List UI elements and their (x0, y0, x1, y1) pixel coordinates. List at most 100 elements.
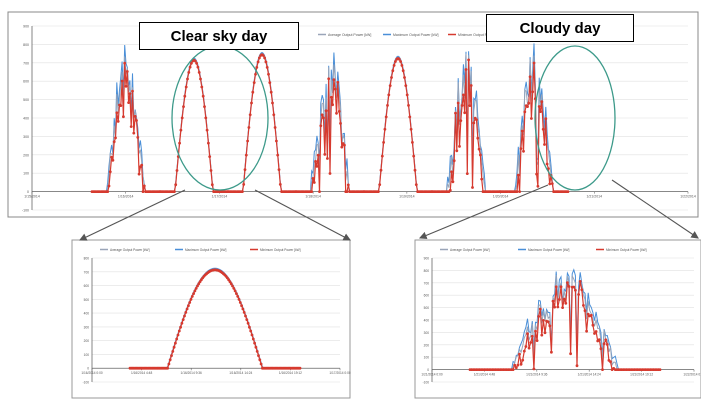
x-tick-label: 1/17/2014 (212, 195, 228, 199)
y-tick-label: 400 (84, 312, 90, 316)
data-point (403, 76, 406, 79)
data-point (542, 319, 545, 322)
data-point (448, 188, 452, 192)
data-point (597, 338, 601, 342)
data-point (210, 183, 214, 187)
data-point (332, 78, 336, 82)
data-point (116, 120, 120, 123)
data-point (228, 280, 232, 283)
clear-sky-day-callout: Clear sky day (139, 22, 299, 50)
y-tick-label: 800 (424, 269, 430, 273)
data-point (269, 90, 273, 94)
data-point (188, 301, 192, 304)
data-point (566, 281, 569, 284)
data-point (472, 121, 476, 125)
data-point (177, 329, 181, 333)
data-point (112, 140, 116, 144)
x-tick-label: 1/16/2014 0:00 (81, 371, 102, 375)
data-point (183, 314, 186, 318)
data-point (409, 127, 413, 131)
y-tick-label: 700 (84, 270, 90, 274)
data-point (527, 101, 531, 105)
data-point (545, 162, 549, 166)
data-point (263, 56, 266, 60)
y-tick-label: 800 (84, 257, 90, 261)
data-point (120, 79, 124, 83)
data-point (462, 93, 465, 97)
data-point (264, 60, 268, 64)
data-point (193, 289, 197, 293)
data-point (195, 61, 199, 65)
x-tick-label: 1/21/2014 9:36 (526, 373, 547, 377)
data-point (247, 126, 251, 129)
data-point (318, 190, 321, 194)
data-point (271, 101, 274, 105)
data-point (129, 125, 133, 128)
data-point (527, 346, 531, 350)
data-point (550, 182, 554, 186)
data-point (107, 184, 111, 188)
data-point (276, 153, 280, 157)
y-tick-label: 100 (23, 172, 29, 176)
y-tick-label: 400 (424, 319, 430, 323)
data-point (514, 366, 518, 370)
data-point (235, 292, 238, 295)
y-tick-label: 200 (84, 339, 90, 343)
data-point (412, 154, 416, 158)
y-tick-label: 500 (424, 306, 430, 310)
data-point (546, 320, 550, 324)
y-tick-label: 300 (84, 325, 90, 329)
data-point (171, 350, 175, 353)
y-tick-label: -100 (22, 209, 29, 213)
x-tick-label: 1/18/2014 (305, 195, 321, 199)
x-tick-label: 1/16/2014 (118, 195, 134, 199)
data-point (186, 77, 189, 81)
data-point (124, 84, 128, 88)
data-point (401, 69, 405, 73)
data-point (585, 329, 588, 333)
y-tick-label: 700 (23, 61, 29, 65)
data-point (331, 103, 334, 107)
data-point (237, 298, 241, 301)
data-point (209, 169, 213, 172)
data-point (469, 84, 473, 87)
data-point (229, 282, 233, 286)
data-point (556, 305, 560, 309)
data-point (261, 54, 265, 57)
data-point (232, 287, 236, 290)
data-point (167, 362, 171, 366)
y-tick-label: 200 (424, 343, 430, 347)
x-tick-label: 1/16/2014 4:48 (131, 371, 152, 375)
data-point (244, 153, 248, 157)
data-point (238, 301, 242, 304)
data-point (111, 158, 115, 162)
y-tick-label: 500 (84, 298, 90, 302)
data-point (205, 128, 209, 132)
data-point (188, 65, 192, 69)
cloudy-day-ellipse (534, 45, 616, 191)
y-tick-label: 900 (424, 257, 430, 261)
data-point (377, 190, 380, 194)
data-point (180, 321, 184, 325)
data-point (382, 141, 385, 144)
x-tick-label: 1/21/2014 14:24 (578, 373, 601, 377)
data-point (196, 65, 200, 69)
zoom-clear-chart: -100 0 100 200 300 400 500 600 700 800 1/16/2014 0… (81, 248, 350, 385)
y-tick-label: 200 (23, 153, 29, 157)
data-point (602, 342, 606, 346)
data-point (550, 350, 553, 354)
data-point (179, 128, 183, 132)
data-point (522, 149, 525, 153)
y-tick-label: 800 (23, 43, 29, 47)
legend-item: Maximum Output Power [kW] (528, 248, 570, 252)
data-point (142, 184, 146, 188)
data-point (580, 288, 584, 292)
data-point (544, 117, 548, 121)
data-point (526, 105, 529, 108)
zoom-arrow (254, 189, 351, 241)
data-point (577, 293, 580, 296)
data-point (185, 307, 189, 311)
data-point (242, 311, 246, 314)
data-point (265, 66, 269, 69)
